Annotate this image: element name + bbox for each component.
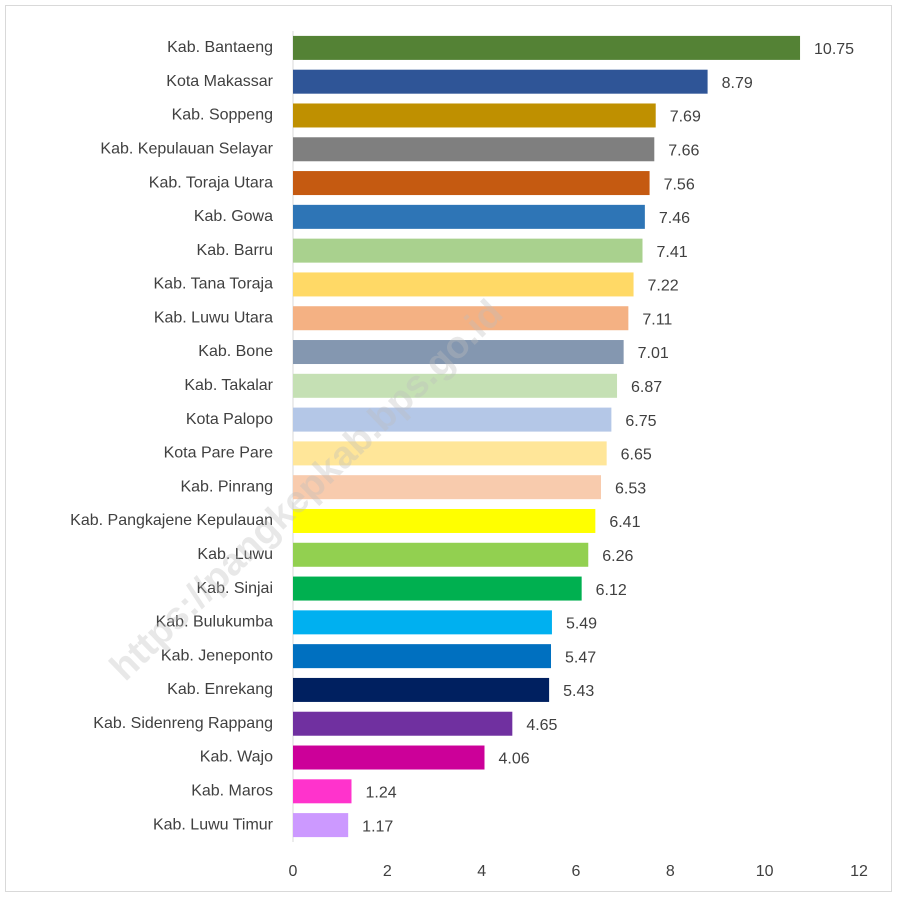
- y-tick-label: Kab. Sidenreng Rappang: [93, 715, 273, 732]
- y-tick-label: Kab. Jeneponto: [161, 647, 273, 664]
- y-tick-label: Kab. Bulukumba: [156, 614, 274, 631]
- bar: [293, 171, 650, 196]
- data-label: 1.17: [362, 818, 393, 835]
- y-tick-label: Kab. Luwu Utara: [154, 309, 273, 326]
- data-label: 7.41: [657, 244, 688, 261]
- data-label: 5.47: [565, 649, 596, 666]
- data-label: 7.69: [670, 109, 701, 126]
- data-label: 5.43: [563, 683, 594, 700]
- bar: [293, 441, 607, 466]
- bar: [293, 677, 550, 702]
- x-tick-label: 2: [383, 863, 392, 880]
- bar: [293, 711, 513, 736]
- data-label: 8.79: [722, 75, 753, 92]
- bar: [293, 407, 612, 432]
- y-tick-label: Kab. Wajo: [200, 749, 273, 766]
- data-label: 7.22: [648, 278, 679, 295]
- bar: [293, 508, 596, 533]
- y-tick-label: Kab. Sinjai: [197, 580, 274, 597]
- data-label: 7.66: [668, 142, 699, 159]
- y-tick-label: Kab. Bone: [198, 343, 273, 360]
- data-label: 6.41: [609, 514, 640, 531]
- y-tick-label: Kota Pare Pare: [164, 445, 274, 462]
- y-tick-label: Kota Palopo: [186, 411, 273, 428]
- bar: [293, 779, 352, 804]
- bar: [293, 576, 582, 601]
- x-tick-label: 0: [289, 863, 298, 880]
- y-tick-label: Kab. Luwu Timur: [153, 816, 274, 833]
- bar: [293, 238, 643, 263]
- x-tick-label: 6: [572, 863, 581, 880]
- data-label: 6.53: [615, 480, 646, 497]
- y-tick-label: Kab. Toraja Utara: [149, 174, 273, 191]
- y-tick-label: Kab. Kepulauan Selayar: [100, 140, 273, 157]
- y-tick-label: Kab. Pangkajene Kepulauan: [70, 512, 273, 529]
- data-label: 6.26: [602, 548, 633, 565]
- bar: [293, 475, 601, 500]
- bar: [293, 542, 589, 567]
- y-tick-label: Kota Makassar: [166, 73, 273, 90]
- data-label: 6.87: [631, 379, 662, 396]
- x-tick-label: 4: [477, 863, 486, 880]
- bar: [293, 340, 624, 365]
- bar: [293, 745, 485, 770]
- x-tick-label: 8: [666, 863, 675, 880]
- bar: [293, 69, 708, 94]
- data-label: 10.75: [814, 41, 854, 58]
- bar: [293, 35, 801, 60]
- bar: [293, 373, 618, 398]
- data-label: 6.75: [625, 413, 656, 430]
- y-tick-label: Kab. Pinrang: [180, 478, 273, 495]
- bar: [293, 610, 552, 635]
- data-label: 1.24: [365, 785, 396, 802]
- data-label: 7.11: [642, 311, 672, 328]
- data-label: 7.56: [664, 176, 695, 193]
- data-label: 5.49: [566, 616, 597, 633]
- bar: [293, 644, 552, 669]
- data-label: 4.65: [526, 717, 557, 734]
- y-tick-label: Kab. Gowa: [194, 208, 273, 225]
- bar: [293, 137, 655, 162]
- data-label: 7.01: [638, 345, 669, 362]
- y-tick-label: Kab. Tana Toraja: [154, 276, 274, 293]
- data-label: 4.06: [498, 751, 529, 768]
- bar: [293, 103, 656, 128]
- bar: [293, 306, 629, 331]
- y-tick-label: Kab. Takalar: [184, 377, 273, 394]
- data-label: 6.12: [596, 582, 627, 599]
- y-tick-label: Kab. Soppeng: [172, 107, 273, 124]
- y-tick-label: Kab. Barru: [197, 242, 273, 259]
- y-tick-label: Kab. Luwu: [197, 546, 273, 563]
- data-label: 6.65: [621, 447, 652, 464]
- y-tick-label: Kab. Bantaeng: [167, 39, 273, 56]
- data-label: 7.46: [659, 210, 690, 227]
- y-tick-label: Kab. Enrekang: [167, 681, 273, 698]
- bar: [293, 204, 645, 229]
- bar: [293, 813, 349, 838]
- x-tick-label: 10: [756, 863, 774, 880]
- x-tick-label: 12: [850, 863, 868, 880]
- y-tick-label: Kab. Maros: [191, 783, 273, 800]
- bar: [293, 272, 634, 297]
